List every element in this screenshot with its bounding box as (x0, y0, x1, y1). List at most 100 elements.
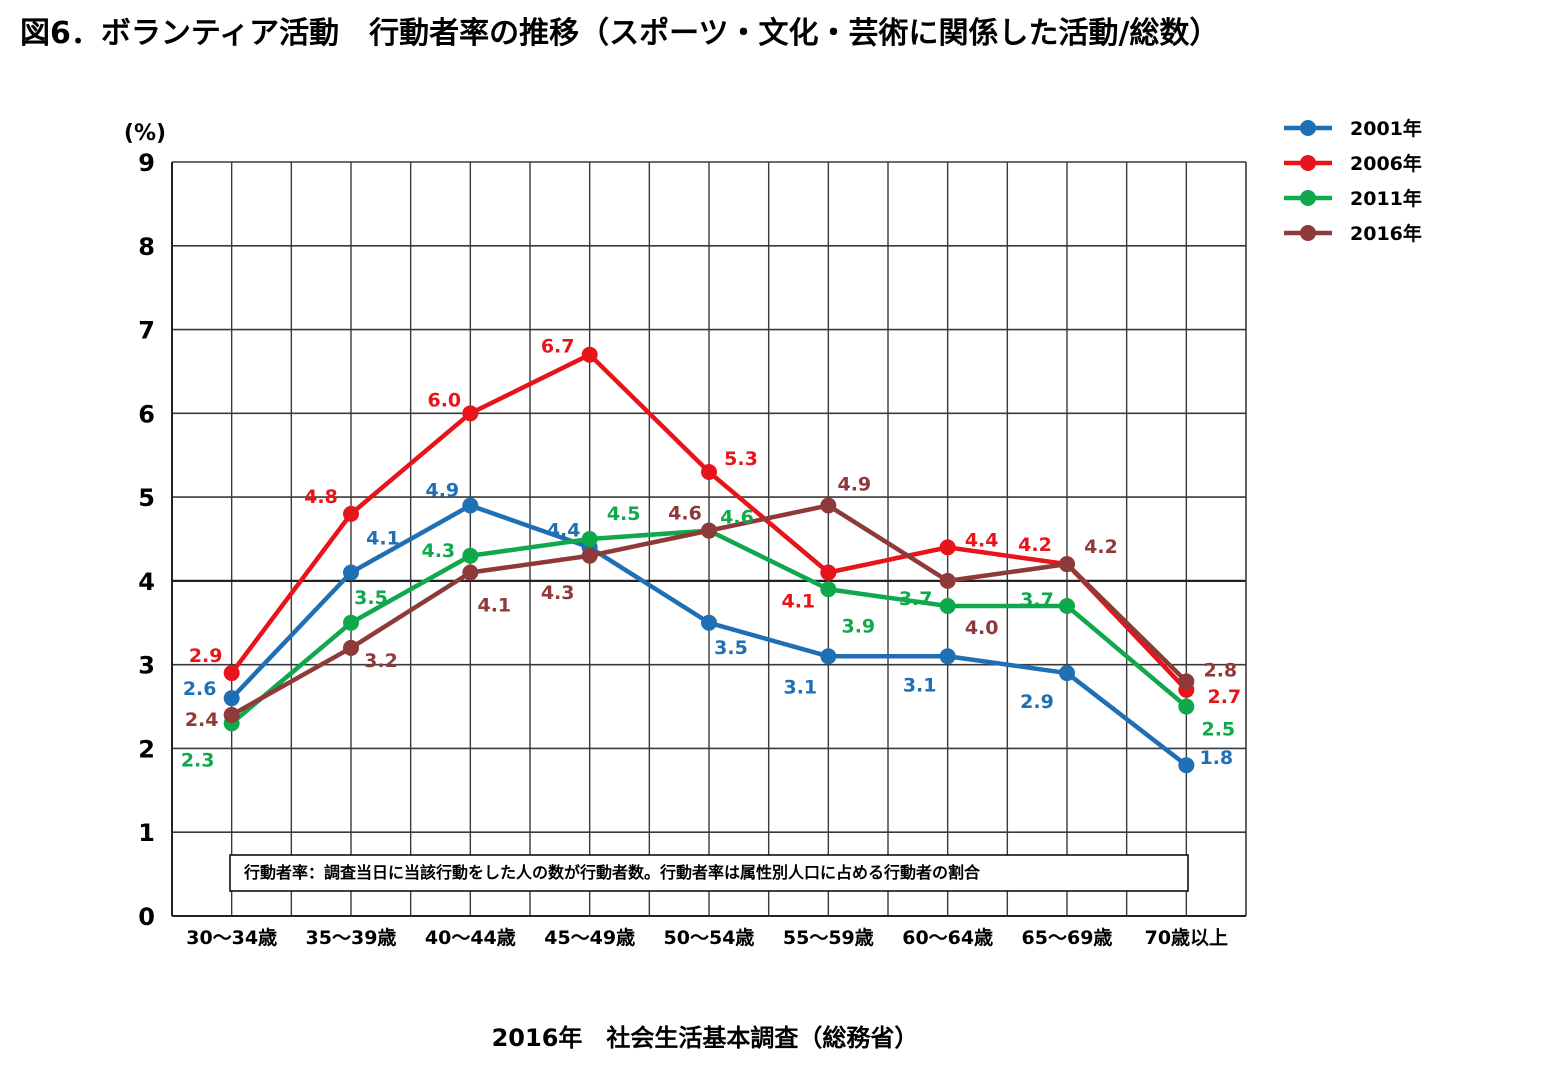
y-tick-label: 1 (138, 819, 155, 847)
x-tick-label: 40～44歳 (425, 927, 516, 949)
data-label-2011年: 3.7 (1020, 589, 1054, 611)
data-label-layer: 2.6 4.1 4.9 4.4 3.5 3.1 3.1 2.9 1.8 2.9 4.8 6.0 6.7 5… (181, 336, 1241, 772)
data-point-2001年 (701, 614, 717, 631)
data-point-2011年 (581, 531, 598, 547)
data-point-2016年 (701, 522, 717, 539)
y-tick-label: 3 (138, 652, 155, 680)
data-label-2006年: 2.9 (189, 645, 223, 667)
x-tick-label: 70歳以上 (1145, 927, 1228, 949)
data-label-2006年: 4.2 (1018, 534, 1052, 556)
data-label-2001年: 4.1 (366, 528, 400, 550)
data-label-2016年: 2.4 (185, 709, 219, 731)
legend-marker-2011年 (1300, 190, 1316, 206)
data-label-2006年: 6.0 (427, 389, 461, 411)
data-label-2011年: 2.3 (181, 749, 215, 771)
data-label-2006年: 6.7 (541, 336, 575, 358)
data-point-2011年 (820, 581, 837, 598)
data-point-2011年 (462, 547, 479, 564)
x-tick-label: 65～69歳 (1022, 927, 1113, 949)
legend-label: 2011年 (1350, 187, 1422, 210)
data-label-2016年: 4.9 (837, 473, 871, 495)
data-point-2001年 (462, 497, 479, 514)
y-tick-label: 2 (138, 735, 155, 763)
data-label-2011年: 4.6 (720, 507, 754, 529)
y-tick-label: 4 (138, 568, 155, 596)
data-point-2006年 (462, 405, 479, 422)
data-point-2001年 (1059, 665, 1075, 682)
data-label-2011年: 3.9 (841, 615, 875, 637)
data-point-2016年 (223, 706, 240, 723)
grid-layer (172, 161, 1246, 916)
data-label-2001年: 1.8 (1199, 747, 1233, 769)
legend-marker-2016年 (1300, 225, 1316, 241)
data-label-2001年: 3.1 (903, 674, 937, 696)
data-point-2006年 (581, 346, 598, 363)
data-label-2016年: 2.8 (1203, 659, 1237, 681)
data-label-2011年: 4.3 (421, 540, 455, 562)
data-label-2016年: 4.2 (1084, 536, 1118, 558)
legend-label: 2016年 (1350, 222, 1422, 245)
y-tick-label: 0 (138, 903, 155, 931)
data-label-2016年: 4.1 (477, 595, 511, 617)
data-point-2001年 (820, 648, 837, 665)
data-label-2016年: 4.3 (541, 582, 575, 604)
legend-marker-2006年 (1300, 155, 1316, 171)
data-label-2001年: 3.1 (783, 676, 817, 698)
x-tick-label: 30～34歳 (186, 927, 277, 949)
data-point-2011年 (1178, 698, 1195, 715)
x-tick-label: 45～49歳 (544, 927, 635, 949)
data-label-2006年: 2.7 (1207, 686, 1241, 708)
data-point-2006年 (820, 564, 837, 581)
data-point-2001年 (343, 564, 359, 581)
data-label-2016年: 3.2 (364, 650, 398, 672)
data-label-2006年: 4.8 (304, 486, 338, 508)
chart-title: 図6．ボランティア活動 行動者率の推移（スポーツ・文化・芸術に関係した活動/総数… (20, 16, 1220, 51)
data-point-2011年 (939, 598, 956, 615)
y-tick-label: 5 (138, 484, 155, 512)
data-label-2001年: 4.9 (425, 479, 459, 501)
data-point-2001年 (223, 690, 240, 707)
y-tick-label: 8 (138, 233, 155, 261)
data-label-2011年: 2.5 (1201, 719, 1235, 741)
legend-marker-2001年 (1300, 120, 1316, 136)
data-point-2016年 (939, 572, 956, 589)
x-tick-label: 35～39歳 (306, 927, 397, 949)
note-layer: 行動者率：調査当日に当該行動をした人の数が行動者数。行動者率は属性別人口に占める… (229, 854, 1189, 892)
data-point-2006年 (343, 505, 359, 522)
data-label-2001年: 4.4 (547, 519, 581, 541)
legend: 2001年 2006年 2011年 2016年 (1284, 117, 1422, 245)
x-tick-label: 55～59歳 (783, 927, 874, 949)
data-label-2011年: 3.7 (899, 588, 933, 610)
data-label-2011年: 3.5 (354, 587, 388, 609)
chart-source: 2016年 社会生活基本調査（総務省） (491, 1024, 919, 1052)
data-label-2001年: 2.6 (183, 678, 217, 700)
note-box (229, 854, 1189, 892)
data-point-2016年 (343, 639, 359, 656)
data-point-2006年 (939, 539, 956, 556)
y-tick-label: 7 (138, 317, 155, 345)
data-label-2016年: 4.6 (668, 503, 702, 525)
data-label-2001年: 3.5 (714, 637, 748, 659)
x-tick-label: 50～54歳 (664, 927, 755, 949)
data-label-2006年: 4.1 (781, 591, 815, 613)
data-point-2001年 (939, 648, 956, 665)
data-point-2016年 (1059, 556, 1075, 573)
data-label-2011年: 4.5 (607, 503, 641, 525)
axis-layer: 0 1 2 3 4 5 6 7 8 9 (%) 30～34歳 35～39歳 40～44歳 45～49歳 50～… (124, 121, 1247, 949)
data-label-2001年: 2.9 (1020, 691, 1054, 713)
y-tick-label: 9 (138, 149, 155, 177)
legend-label: 2001年 (1350, 117, 1422, 140)
data-label-2006年: 4.4 (965, 529, 999, 551)
data-label-2006年: 5.3 (724, 448, 758, 470)
x-tick-label: 60～64歳 (902, 927, 993, 949)
data-point-2016年 (1178, 673, 1195, 690)
legend-label: 2006年 (1350, 152, 1422, 175)
data-point-2016年 (462, 564, 479, 581)
series-layer (223, 346, 1195, 774)
y-axis-label: (%) (124, 121, 166, 146)
data-point-2016年 (820, 497, 837, 514)
data-point-2006年 (701, 463, 717, 480)
note-text: 行動者率：調査当日に当該行動をした人の数が行動者数。行動者率は属性別人口に占める… (243, 863, 981, 882)
data-point-2011年 (343, 614, 359, 631)
